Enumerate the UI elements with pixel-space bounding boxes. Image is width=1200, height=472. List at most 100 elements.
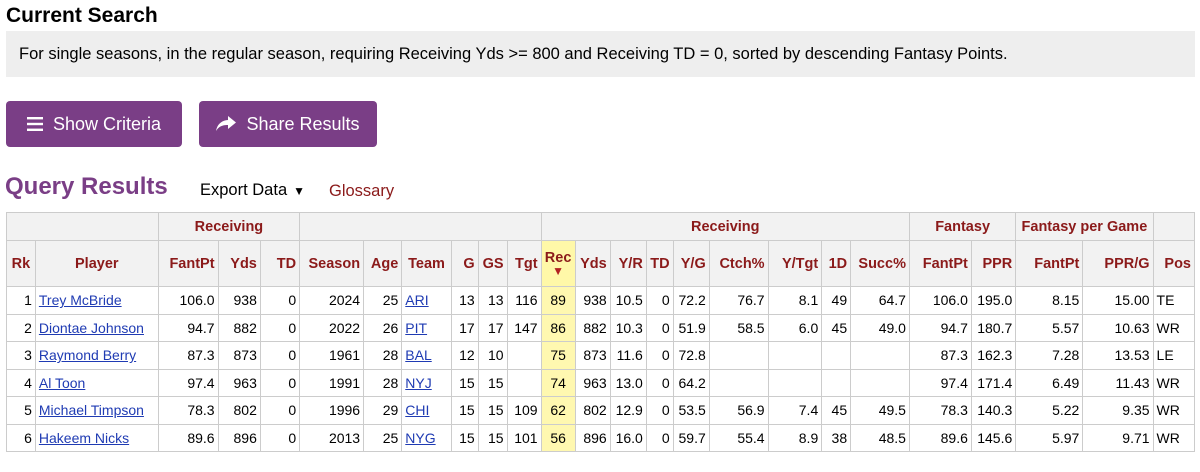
table-cell: 802	[574, 396, 611, 425]
table-cell: 0	[259, 423, 301, 452]
player-link[interactable]: Al Toon	[38, 374, 86, 391]
table-cell: 89	[540, 286, 576, 315]
column-header[interactable]: Rk	[6, 240, 36, 287]
table-cell: 7.28	[1015, 341, 1084, 370]
table-cell: 5.97	[1015, 423, 1084, 452]
player-link[interactable]: Raymond Berry	[38, 347, 137, 364]
player-link[interactable]: Diontae Johnson	[38, 319, 144, 336]
table-cell: CHI	[401, 396, 452, 425]
table-cell: 106.0	[908, 286, 972, 315]
table-cell: Raymond Berry	[34, 341, 159, 370]
table-cell: 6.49	[1015, 368, 1084, 397]
table-cell: 89.6	[157, 423, 219, 452]
player-link[interactable]: Michael Timpson	[38, 402, 144, 419]
table-cell: 2	[6, 313, 36, 342]
table-cell: 0	[259, 341, 301, 370]
column-header[interactable]: Ctch%	[708, 240, 769, 287]
table-cell: 51.9	[672, 313, 710, 342]
column-header[interactable]: Y/G	[672, 240, 710, 287]
column-header[interactable]: Player	[34, 240, 159, 287]
column-header[interactable]: GS	[477, 240, 508, 287]
table-cell	[506, 368, 542, 397]
table-cell: 48.5	[850, 423, 910, 452]
table-cell: 45	[821, 396, 852, 425]
table-cell: 13.53	[1082, 341, 1154, 370]
table-cell: 882	[217, 313, 261, 342]
table-cell: 28	[363, 368, 403, 397]
column-header[interactable]: G	[450, 240, 479, 287]
column-header[interactable]: Pos	[1152, 240, 1196, 287]
show-criteria-button[interactable]: Show Criteria	[6, 101, 182, 147]
table-row: 5 Michael Timpson 78.3 802 0 1996 29 CHI 15 15 109…	[6, 396, 1196, 425]
column-header[interactable]: Y/Tgt	[767, 240, 823, 287]
column-header[interactable]: Y/R	[609, 240, 647, 287]
player-link[interactable]: Hakeem Nicks	[38, 429, 130, 446]
table-cell: 171.4	[970, 368, 1017, 397]
column-header[interactable]: PPR	[970, 240, 1017, 287]
table-cell: 75	[540, 341, 576, 370]
column-header[interactable]: FantPt	[1015, 240, 1084, 287]
column-header[interactable]: TD	[259, 240, 301, 287]
team-link[interactable]: BAL	[405, 347, 432, 364]
table-cell: 49.0	[850, 313, 910, 342]
table-cell: Diontae Johnson	[34, 313, 159, 342]
table-cell: 56.9	[708, 396, 769, 425]
table-cell: 28	[363, 341, 403, 370]
column-header[interactable]: Yds	[217, 240, 261, 287]
table-cell: 8.9	[767, 423, 823, 452]
table-cell: Al Toon	[34, 368, 159, 397]
over-header-fantasy-per-game: Fantasy per Game	[1015, 212, 1154, 241]
column-header[interactable]: Season	[299, 240, 365, 287]
table-cell: 5.57	[1015, 313, 1084, 342]
over-header-blank	[299, 212, 542, 241]
results-table-body: 1 Trey McBride 106.0 938 0 2024 25 ARI 13 13 116 89…	[6, 286, 1196, 452]
column-header[interactable]: TD	[645, 240, 674, 287]
share-results-label: Share Results	[246, 113, 360, 134]
table-cell: ARI	[401, 286, 452, 315]
team-link[interactable]: NYG	[405, 429, 436, 446]
table-cell: WR	[1152, 313, 1196, 342]
column-header[interactable]: Succ%	[850, 240, 910, 287]
table-cell: 180.7	[970, 313, 1017, 342]
table-cell: BAL	[401, 341, 452, 370]
table-cell: 7.4	[767, 396, 823, 425]
team-link[interactable]: NYJ	[405, 374, 432, 391]
table-cell	[708, 368, 769, 397]
column-header[interactable]: FantPt	[157, 240, 219, 287]
table-cell: 87.3	[157, 341, 219, 370]
over-header-blank	[6, 212, 159, 241]
table-cell: 62	[540, 396, 576, 425]
table-cell: 25	[363, 286, 403, 315]
column-header[interactable]: 1D	[821, 240, 852, 287]
column-header[interactable]: Yds	[574, 240, 611, 287]
column-header[interactable]: Age	[363, 240, 403, 287]
column-header[interactable]: PPR/G	[1082, 240, 1154, 287]
team-link[interactable]: PIT	[405, 319, 428, 336]
table-cell	[850, 341, 910, 370]
team-link[interactable]: ARI	[405, 292, 429, 309]
table-cell: WR	[1152, 368, 1196, 397]
export-data-dropdown[interactable]: Export Data ▼	[200, 181, 305, 200]
table-cell: 0	[645, 341, 674, 370]
table-cell	[821, 368, 852, 397]
column-header[interactable]: Team	[401, 240, 452, 287]
share-results-button[interactable]: Share Results	[199, 101, 377, 147]
table-cell: 1961	[299, 341, 365, 370]
table-cell: 16.0	[609, 423, 647, 452]
table-cell: NYJ	[401, 368, 452, 397]
team-link[interactable]: CHI	[405, 402, 430, 419]
table-cell: 116	[506, 286, 542, 315]
table-cell: 15	[450, 396, 479, 425]
column-header[interactable]: FantPt	[908, 240, 972, 287]
column-header[interactable]: Rec ▼	[540, 240, 576, 287]
table-cell: TE	[1152, 286, 1196, 315]
table-cell: 15	[477, 423, 508, 452]
table-cell: 13	[450, 286, 479, 315]
table-cell: 53.5	[672, 396, 710, 425]
table-cell: 1	[6, 286, 36, 315]
player-link[interactable]: Trey McBride	[38, 292, 122, 309]
column-header[interactable]: Tgt	[506, 240, 542, 287]
table-cell: 6.0	[767, 313, 823, 342]
table-cell: 15	[450, 423, 479, 452]
glossary-link[interactable]: Glossary	[329, 182, 395, 200]
